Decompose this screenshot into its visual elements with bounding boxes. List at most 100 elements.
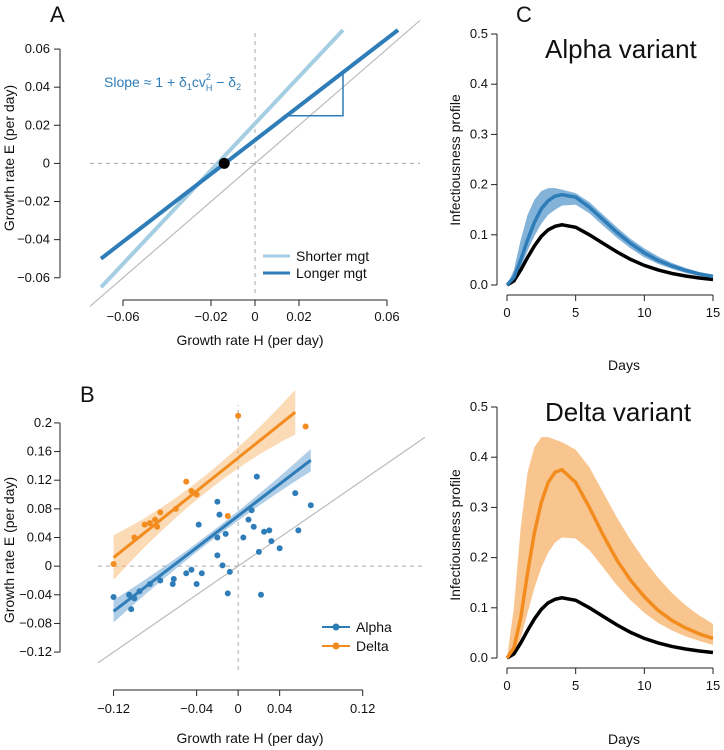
alpha-fit-line — [112, 458, 312, 613]
y-tick-label: 0.04 — [27, 530, 52, 545]
x-tick-label: −0.12 — [97, 701, 130, 716]
delta-fit-line — [112, 410, 297, 559]
delta-point — [146, 520, 153, 527]
panel-c-alpha-ylabel: Infectiousness profile — [447, 94, 463, 226]
alpha-point — [146, 581, 153, 588]
identity-line — [97, 436, 426, 664]
legend-b-alpha-dot — [332, 623, 340, 631]
panel-label-a: A — [50, 2, 65, 27]
alpha-point — [214, 534, 221, 541]
alpha-point — [307, 502, 314, 509]
panel-c-alpha-plot: 0.0 0.1 0.2 0.3 0.4 0.5 0 5 10 15 — [470, 26, 720, 320]
alpha-point — [131, 595, 138, 602]
delta-point — [141, 521, 148, 528]
y-tick-label: 0.2 — [470, 177, 488, 192]
delta-point — [131, 534, 138, 541]
panel-c-alpha: 0.0 0.1 0.2 0.3 0.4 0.5 0 5 10 15 Alpha variant D… — [447, 26, 720, 373]
slope-subh: H — [206, 83, 213, 93]
panel-a-plot: −0.06 −0.04 −0.02 0 0.02 0.04 0.06 −0.06 −0.02 0 0… — [17, 20, 421, 324]
y-tick-label: 0.5 — [470, 399, 488, 414]
variant-curve — [505, 467, 714, 659]
y-tick-label: 0.1 — [470, 227, 488, 242]
y-tick-label: 0.1 — [470, 600, 488, 615]
panel-b-ylabel: Growth rate E (per day) — [1, 477, 17, 623]
slope-triangle — [283, 71, 344, 117]
reference-curve — [506, 595, 714, 660]
alpha-point — [126, 591, 133, 598]
x-tick-label: 5 — [572, 678, 579, 693]
slope-suffix: − δ — [212, 74, 236, 90]
y-tick-label: −0.06 — [17, 270, 50, 285]
panel-c-delta-ylabel: Infectiousness profile — [447, 469, 463, 601]
alpha-point — [198, 570, 205, 577]
alpha-point — [214, 552, 221, 559]
delta-point — [110, 561, 117, 567]
alpha-point — [248, 507, 255, 514]
alpha-point — [255, 548, 262, 555]
y-tick-label: 0.4 — [470, 76, 488, 91]
panel-label-b: B — [80, 382, 95, 407]
delta-point — [183, 478, 190, 485]
y-tick-label: −0.04 — [19, 587, 52, 602]
series-line-longer-mgt — [99, 28, 400, 261]
panel-c-delta-plot: 0.0 0.1 0.2 0.3 0.4 0.5 0 5 10 15 — [470, 399, 720, 693]
alpha-point — [250, 523, 257, 530]
y-tick-label: 0 — [43, 155, 50, 170]
alpha-point — [257, 591, 264, 598]
alpha-point — [295, 527, 302, 534]
delta-point — [188, 487, 195, 494]
alpha-point — [224, 590, 231, 597]
x-tick-label: 15 — [706, 305, 720, 320]
legend-b-alpha-label: Alpha — [356, 619, 392, 635]
x-tick-label: −0.04 — [180, 701, 213, 716]
legend-a-shorter-label: Shorter mgt — [296, 248, 369, 264]
x-tick-label: −0.02 — [195, 309, 228, 324]
slope-mid: cv — [192, 74, 206, 90]
delta-point — [172, 505, 179, 512]
x-tick-label: 0.06 — [374, 309, 399, 324]
x-tick-label: 10 — [637, 678, 651, 693]
alpha-point — [226, 568, 233, 575]
x-tick-label: 15 — [706, 678, 720, 693]
panel-a-ylabel: Growth rate E (per day) — [1, 85, 17, 231]
slope-sup: 2 — [206, 72, 211, 82]
panel-a-xlabel: Growth rate H (per day) — [176, 332, 323, 348]
x-tick-label: 0 — [251, 309, 258, 324]
delta-point — [154, 523, 161, 530]
alpha-point — [195, 521, 202, 528]
intersection-point — [218, 157, 230, 169]
y-tick-label: −0.12 — [19, 644, 52, 659]
x-tick-label: 0.04 — [267, 701, 292, 716]
alpha-point — [214, 498, 221, 505]
delta-point — [224, 513, 231, 520]
legend-a-longer-label: Longer mgt — [296, 265, 367, 281]
delta-point — [302, 423, 309, 430]
reference-curve — [506, 222, 714, 287]
alpha-point — [216, 511, 223, 518]
alpha-point — [136, 588, 143, 595]
y-tick-label: 0.06 — [25, 41, 50, 56]
x-tick-label: 5 — [572, 305, 579, 320]
y-tick-label: 0.16 — [27, 444, 52, 459]
y-tick-label: 0.02 — [25, 117, 50, 132]
panel-c-alpha-xlabel: Days — [608, 357, 640, 373]
alpha-point — [276, 545, 283, 552]
alpha-point — [170, 576, 177, 583]
x-tick-label: 0 — [503, 678, 510, 693]
y-tick-label: 0.3 — [470, 126, 488, 141]
y-tick-label: 0 — [45, 558, 52, 573]
x-tick-label: 0 — [503, 305, 510, 320]
y-tick-label: 0.2 — [34, 415, 52, 430]
panel-b: −0.12 −0.08 −0.04 0 0.04 0.08 0.12 0.16 0.2 −0.12… — [1, 389, 426, 746]
y-tick-label: 0.12 — [27, 472, 52, 487]
x-tick-label: 10 — [637, 305, 651, 320]
delta-point — [157, 509, 164, 516]
panel-c-alpha-title: Alpha variant — [545, 34, 698, 64]
alpha-point — [219, 562, 226, 569]
y-tick-label: 0.08 — [27, 501, 52, 516]
alpha-point — [193, 581, 200, 588]
panel-b-xlabel: Growth rate H (per day) — [176, 730, 323, 746]
x-tick-label: 0.12 — [350, 701, 375, 716]
alpha-point — [245, 516, 252, 523]
